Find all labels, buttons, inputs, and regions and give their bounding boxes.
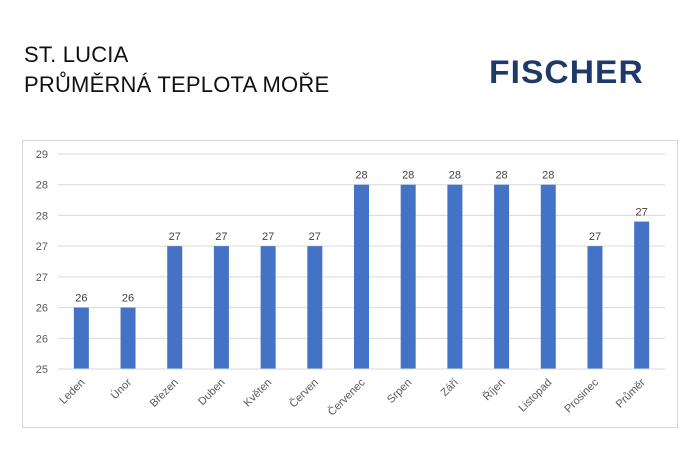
data-label: 28 xyxy=(355,170,367,182)
bar xyxy=(447,184,463,369)
bar xyxy=(120,307,136,369)
bar xyxy=(494,184,510,369)
data-label: 27 xyxy=(169,231,181,243)
x-tick-label: Prosinec xyxy=(562,376,601,415)
data-label: 26 xyxy=(122,293,134,305)
bar xyxy=(540,184,556,369)
bar xyxy=(213,246,229,369)
x-tick-label: Srpen xyxy=(385,377,414,406)
data-label: 27 xyxy=(215,231,227,243)
x-tick-label: Červen xyxy=(287,376,321,410)
y-tick-label: 28 xyxy=(36,210,48,222)
y-tick-label: 27 xyxy=(36,241,48,253)
x-tick-label: Duben xyxy=(196,377,227,408)
page-title: ST. LUCIA PRŮMĚRNÁ TEPLOTA MOŘE xyxy=(24,40,329,100)
data-label: 28 xyxy=(449,170,461,182)
chart-frame xyxy=(22,140,678,428)
title-line-2: PRŮMĚRNÁ TEPLOTA MOŘE xyxy=(24,72,330,97)
fischer-logo: FISCHER xyxy=(489,54,644,90)
data-label: 28 xyxy=(542,170,554,182)
y-tick-label: 28 xyxy=(36,180,48,192)
x-tick-label: Březen xyxy=(148,377,181,410)
x-tick-label: Leden xyxy=(57,377,87,407)
y-tick-label: 27 xyxy=(36,272,48,284)
bar xyxy=(634,221,650,369)
bar xyxy=(587,246,603,369)
y-tick-label: 26 xyxy=(36,333,48,345)
x-tick-label: Září xyxy=(439,377,461,399)
data-label: 27 xyxy=(262,231,274,243)
bar xyxy=(400,184,416,369)
bar xyxy=(73,307,89,369)
data-label: 28 xyxy=(495,170,507,182)
data-label: 27 xyxy=(636,207,648,219)
bar xyxy=(260,246,276,369)
y-tick-label: 25 xyxy=(36,364,48,376)
x-tick-label: Květen xyxy=(242,377,275,410)
x-tick-label: Říjen xyxy=(480,376,507,403)
bar xyxy=(354,184,369,369)
data-label: 27 xyxy=(309,231,321,243)
title-line-1: ST. LUCIA xyxy=(24,42,129,67)
x-tick-label: Průměr xyxy=(614,376,648,410)
y-tick-label: 26 xyxy=(36,303,48,315)
data-label: 27 xyxy=(589,231,601,243)
data-label: 26 xyxy=(75,293,87,305)
x-tick-label: Červenec xyxy=(325,376,368,419)
data-label: 28 xyxy=(402,170,414,182)
x-tick-label: Únor xyxy=(108,376,134,402)
bar xyxy=(167,246,183,369)
bar xyxy=(307,246,323,369)
x-tick-label: Listopad xyxy=(516,377,554,415)
y-tick-label: 29 xyxy=(36,149,48,161)
